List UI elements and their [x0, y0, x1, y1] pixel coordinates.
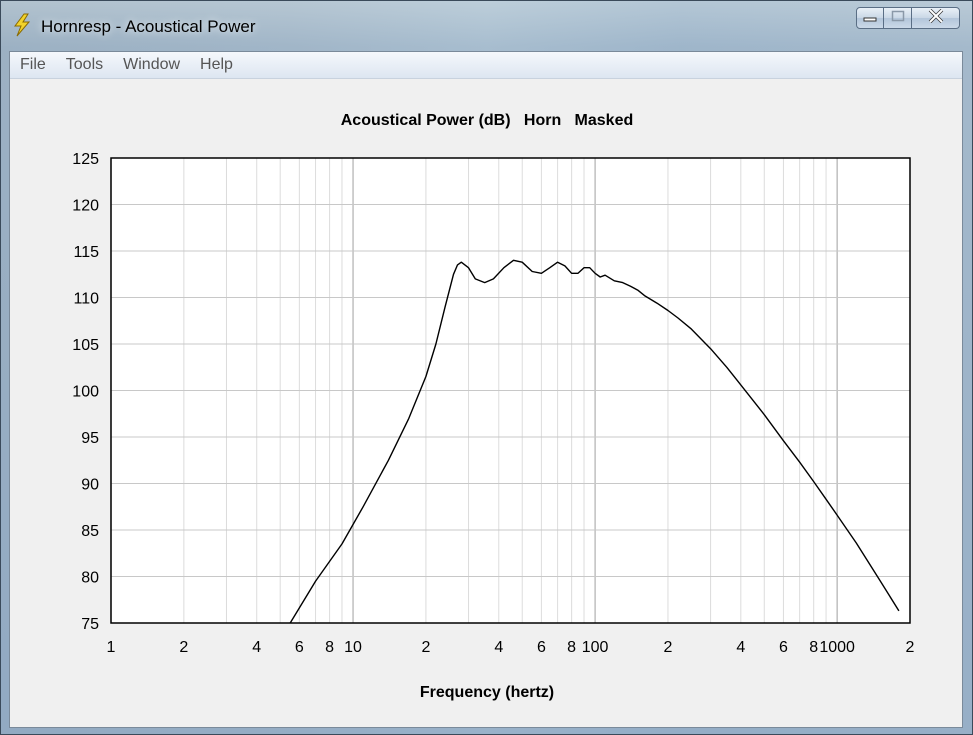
menu-tools[interactable]: Tools — [65, 56, 104, 73]
x-tick-label: 6 — [537, 639, 546, 656]
y-tick-label: 125 — [72, 151, 99, 168]
acoustical-power-chart: Acoustical Power (dB) Horn Masked 75 80 85… — [72, 112, 915, 701]
plot-frame — [110, 157, 911, 624]
chart-area: Acoustical Power (dB) Horn Masked 75 80 85… — [10, 79, 962, 727]
data-series — [289, 259, 900, 624]
y-tick-label: 75 — [81, 616, 99, 633]
y-tick-label: 80 — [81, 570, 99, 587]
y-tick-label: 115 — [73, 244, 99, 261]
y-tick-label: 110 — [73, 291, 99, 308]
y-tick-label: 90 — [81, 477, 99, 494]
minimize-button[interactable] — [856, 7, 884, 29]
maximize-button[interactable] — [884, 7, 912, 29]
x-tick-label: 1000 — [819, 639, 855, 656]
x-tick-label: 2 — [664, 639, 673, 656]
menu-help[interactable]: Help — [200, 56, 233, 73]
x-axis-title: Frequency (hertz) — [420, 684, 554, 701]
x-tick-label: 6 — [779, 639, 788, 656]
x-axis-labels: 1 2 4 6 8 10 2 4 6 8 100 2 4 6 8 1000 2 — [107, 639, 915, 656]
window-controls — [856, 7, 960, 31]
maximize-icon — [891, 9, 905, 27]
power-response-curve — [289, 259, 900, 624]
client-area: File Tools Window Help Acoustical Power … — [9, 51, 963, 728]
chart-grid — [110, 157, 911, 624]
y-tick-label: 85 — [81, 523, 99, 540]
y-axis-labels: 75 80 85 90 95 100 105 110 115 120 125 — [72, 151, 99, 633]
x-tick-label: 2 — [906, 639, 915, 656]
lightning-bolt-icon — [11, 13, 33, 37]
x-tick-label: 8 — [809, 639, 818, 656]
x-tick-label: 2 — [421, 639, 430, 656]
x-tick-label: 6 — [295, 639, 304, 656]
close-icon — [928, 8, 944, 28]
y-tick-label: 100 — [72, 384, 99, 401]
x-tick-label: 4 — [252, 639, 261, 656]
y-tick-label: 95 — [81, 430, 99, 447]
y-tick-label: 120 — [72, 198, 99, 215]
x-tick-label: 100 — [582, 639, 609, 656]
x-tick-label: 8 — [325, 639, 334, 656]
minimize-icon — [863, 9, 877, 27]
x-tick-label: 4 — [736, 639, 745, 656]
y-tick-label: 105 — [72, 337, 99, 354]
x-tick-label: 1 — [107, 639, 116, 656]
chart-title: Acoustical Power (dB) Horn Masked — [341, 112, 634, 129]
menu-bar: File Tools Window Help — [10, 52, 962, 79]
x-tick-label: 10 — [344, 639, 362, 656]
x-tick-label: 2 — [179, 639, 188, 656]
x-tick-label: 4 — [494, 639, 503, 656]
menu-file[interactable]: File — [20, 56, 46, 73]
title-bar[interactable]: Hornresp - Acoustical Power — [1, 1, 972, 47]
window-title: Hornresp - Acoustical Power — [41, 17, 256, 36]
menu-window[interactable]: Window — [123, 56, 181, 73]
close-button[interactable] — [912, 7, 960, 29]
x-tick-label: 8 — [567, 639, 576, 656]
